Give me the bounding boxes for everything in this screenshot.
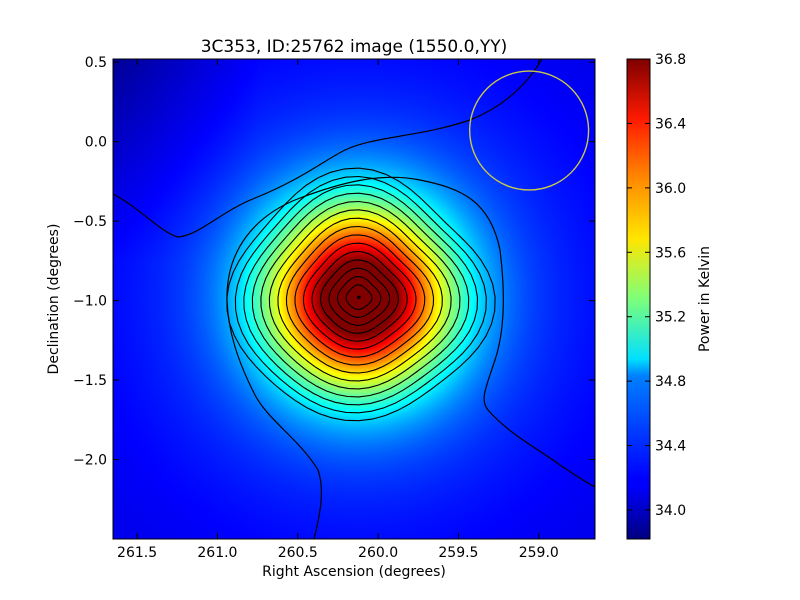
- y-axis-label: Declination (degrees): [46, 224, 62, 375]
- contour-outer-lower: [226, 176, 595, 539]
- colorbar-tick-label: 34.0: [655, 503, 686, 519]
- chart-title: 3C353, ID:25762 image (1550.0,YY): [201, 37, 508, 57]
- x-tick-label: 259.5: [438, 545, 478, 561]
- colorbar-tick-label: 34.8: [655, 374, 686, 390]
- colorbar-tick-label: 35.2: [655, 310, 686, 326]
- contour-line: [294, 234, 426, 358]
- contour-line: [285, 225, 435, 366]
- y-tick-label: 0.5: [85, 55, 107, 71]
- x-axis-label: Right Ascension (degrees): [262, 564, 446, 580]
- colorbar-tick-label: 35.6: [655, 245, 686, 261]
- contour-line: [234, 175, 487, 414]
- y-axis-ticks: 0.5 0.0 −0.5 −1.0 −1.5 −2.0: [73, 55, 595, 469]
- x-tick-label: 260.0: [358, 545, 398, 561]
- contour-lines: [226, 167, 496, 422]
- y-tick-label: −1.5: [73, 373, 107, 389]
- heatmap-area: [113, 59, 595, 539]
- colorbar: [626, 58, 651, 540]
- beam-circle-marker: [468, 70, 590, 191]
- contour-line: [260, 200, 461, 390]
- x-tick-label: 261.0: [197, 545, 237, 561]
- y-tick-label: −0.5: [73, 214, 107, 230]
- contour-line: [345, 284, 373, 310]
- contour-line: [277, 217, 443, 374]
- contour-line: [336, 276, 382, 318]
- heatmap-image: [113, 59, 595, 539]
- plot-frame: [112, 58, 596, 540]
- colorbar-tick-label: 36.8: [655, 52, 686, 68]
- contour-line: [328, 267, 391, 326]
- contour-line: [319, 259, 399, 334]
- contour-outer-upper: [113, 59, 543, 238]
- x-axis-ticks: 261.5 261.0 260.5 260.0 259.5 259.0: [117, 59, 559, 561]
- colorbar-label: Power in Kelvin: [697, 246, 713, 352]
- y-tick-label: 0.0: [85, 135, 107, 151]
- colorbar-tick-label: 36.4: [655, 116, 686, 132]
- source-peak-marker: [357, 295, 361, 300]
- x-tick-label: 259.0: [519, 545, 559, 561]
- colorbar-tick-label: 34.4: [655, 439, 686, 455]
- contour-line: [311, 250, 408, 342]
- colorbar-ticks: 34.0 34.4 34.8 35.2 35.6 36.0 36.4 36.8: [627, 52, 686, 519]
- y-tick-label: −1.0: [73, 294, 107, 310]
- contour-line: [268, 209, 452, 382]
- x-tick-label: 261.5: [117, 545, 157, 561]
- contour-line: [251, 192, 470, 398]
- x-tick-label: 260.5: [278, 545, 318, 561]
- y-tick-label: −2.0: [73, 453, 107, 469]
- contour-line: [243, 184, 479, 406]
- colorbar-tick-label: 36.0: [655, 181, 686, 197]
- contour-line: [302, 242, 417, 350]
